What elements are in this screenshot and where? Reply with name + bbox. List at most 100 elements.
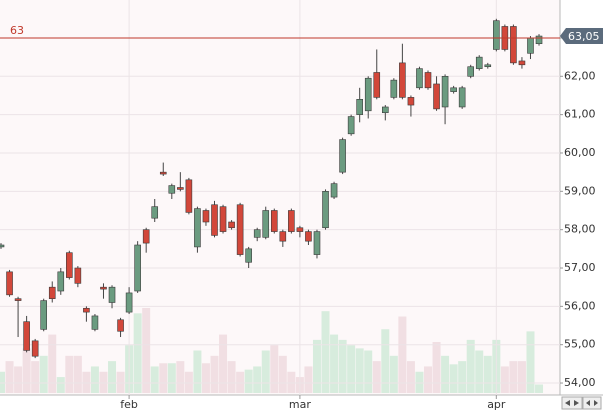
volume-bar	[82, 371, 91, 393]
candle-body	[168, 185, 176, 194]
candle-body	[364, 77, 372, 112]
candle-body	[510, 26, 517, 64]
candle-body	[219, 206, 227, 232]
candle-body	[91, 315, 99, 330]
scroll-buttons[interactable]	[561, 396, 602, 410]
y-tick-label: 54,00	[564, 376, 596, 389]
volume-bar	[108, 361, 117, 393]
candle-body	[125, 292, 133, 313]
volume-bar	[159, 363, 168, 393]
volume-bar	[406, 361, 415, 393]
candle-body	[194, 208, 201, 248]
volume-bar	[90, 366, 99, 393]
candle-body	[31, 340, 39, 357]
volume-bar	[56, 377, 65, 393]
volume-bar	[509, 361, 518, 393]
candle-body	[458, 87, 466, 108]
candle-body	[228, 221, 235, 229]
candle-body	[100, 286, 107, 290]
candle-body	[347, 116, 355, 135]
volume-bar	[201, 363, 210, 393]
candle-body	[177, 187, 184, 190]
candle-body	[381, 106, 389, 114]
candle-body	[484, 64, 492, 68]
volume-bar	[338, 339, 347, 393]
candle-body	[433, 83, 440, 110]
candle-body	[202, 210, 210, 223]
volume-bar	[184, 371, 193, 393]
volume-bar	[261, 350, 270, 393]
volume-bar	[415, 371, 424, 393]
horizontal-line-label: 63	[10, 24, 24, 37]
candle-body	[134, 244, 141, 292]
volume-bar	[312, 339, 321, 393]
candle-body	[236, 204, 244, 255]
volume-bar	[150, 366, 159, 393]
volume-bar	[142, 308, 151, 393]
candle-body	[475, 56, 483, 69]
candle-body	[424, 72, 432, 89]
candle-body	[142, 229, 150, 244]
candle-body	[305, 231, 312, 242]
candle-body	[288, 210, 295, 232]
volume-bar	[424, 366, 432, 393]
y-axis-area	[560, 0, 603, 413]
candle-body	[313, 231, 321, 255]
volume-bar	[39, 355, 48, 393]
candle-body	[14, 298, 22, 301]
volume-bar	[535, 384, 544, 393]
candle-body	[322, 191, 329, 229]
volume-bar	[475, 350, 484, 393]
volume-bar	[347, 345, 356, 393]
volume-bar	[483, 355, 492, 393]
candle-body	[23, 321, 30, 351]
y-tick-label: 55,00	[564, 338, 596, 351]
volume-bar	[389, 355, 398, 393]
x-tick-label: mar	[289, 398, 311, 411]
volume-bar	[458, 361, 467, 393]
volume-bar	[364, 350, 373, 393]
candle-body	[373, 72, 381, 98]
x-tick-label: feb	[120, 398, 138, 411]
volume-bar	[398, 316, 407, 393]
volume-bar	[253, 366, 262, 393]
volume-bar	[278, 355, 287, 393]
candle-body	[185, 179, 193, 213]
volume-bar	[116, 371, 125, 393]
candle-body	[407, 97, 415, 106]
candle-body	[493, 20, 500, 50]
x-tick-label: apr	[487, 398, 506, 411]
candle-body	[0, 244, 5, 248]
volume-bar	[330, 334, 339, 393]
candle-body	[296, 227, 304, 232]
y-tick-label: 59,00	[564, 184, 596, 197]
candle-body	[262, 210, 270, 238]
volume-bar	[355, 348, 364, 393]
candle-body	[253, 229, 261, 238]
volume-bar	[441, 355, 450, 393]
volume-bar	[193, 350, 202, 393]
candle-body	[245, 248, 252, 263]
volume-bar	[432, 342, 441, 393]
last-price-label: 63,05	[568, 30, 600, 43]
volume-bar	[500, 366, 509, 393]
volume-bar	[31, 361, 40, 393]
volume-bar	[22, 348, 31, 393]
y-tick-label: 60,00	[564, 146, 596, 159]
volume-bar	[449, 364, 458, 393]
volume-bar	[466, 339, 475, 393]
candle-body	[270, 210, 278, 232]
candle-body	[390, 79, 398, 98]
volume-bar	[287, 371, 296, 393]
y-tick-label: 58,00	[564, 223, 596, 236]
volume-bar	[167, 363, 176, 393]
volume-bar	[48, 334, 57, 393]
candle-body	[151, 206, 159, 219]
candle-body	[6, 271, 13, 296]
volume-bar	[65, 355, 74, 393]
candle-body	[527, 37, 534, 54]
volume-bar	[304, 366, 313, 393]
volume-bar	[381, 329, 390, 393]
volume-bar	[227, 361, 236, 393]
